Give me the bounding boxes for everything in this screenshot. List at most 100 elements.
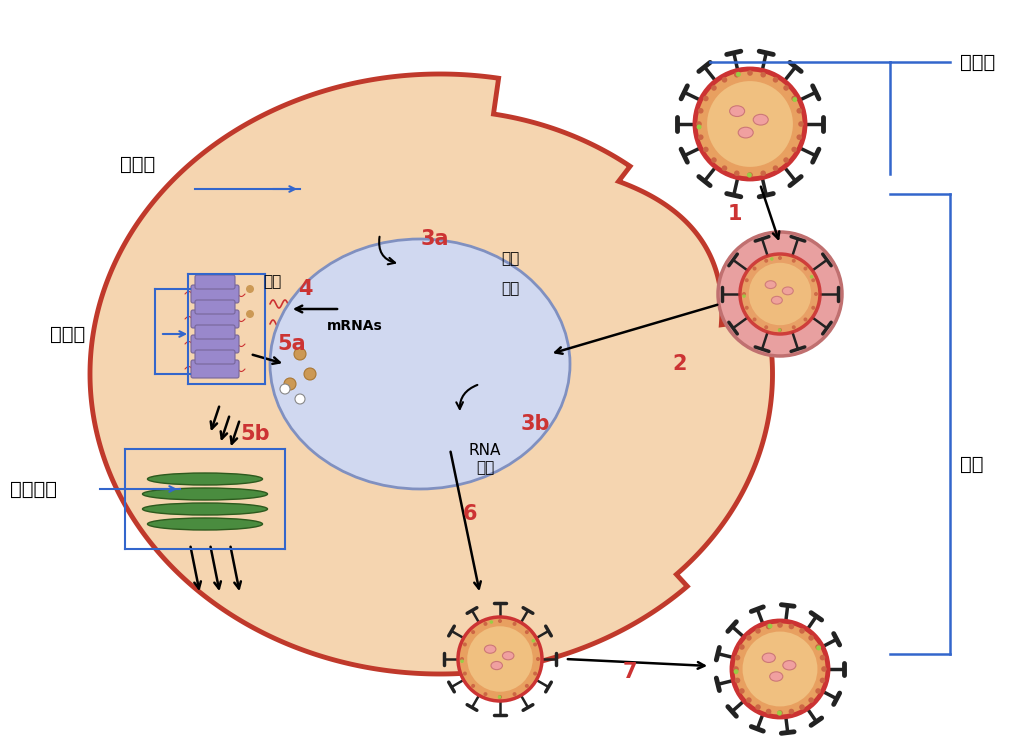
Circle shape xyxy=(791,147,797,153)
Ellipse shape xyxy=(753,115,768,125)
Circle shape xyxy=(698,108,703,114)
Circle shape xyxy=(791,96,797,101)
Circle shape xyxy=(734,72,740,77)
Circle shape xyxy=(703,96,708,101)
Ellipse shape xyxy=(142,488,268,500)
Circle shape xyxy=(735,655,740,661)
FancyBboxPatch shape xyxy=(195,350,235,364)
Text: 核糖体: 核糖体 xyxy=(50,324,85,344)
Circle shape xyxy=(498,619,502,623)
Circle shape xyxy=(821,666,827,672)
Circle shape xyxy=(525,684,529,688)
Circle shape xyxy=(778,256,782,260)
Circle shape xyxy=(735,678,740,683)
Ellipse shape xyxy=(485,645,496,653)
Circle shape xyxy=(792,97,797,102)
Text: 细胞核: 细胞核 xyxy=(120,155,155,173)
Ellipse shape xyxy=(502,652,514,660)
Text: 高尔基体: 高尔基体 xyxy=(10,479,57,498)
Circle shape xyxy=(749,263,811,325)
Circle shape xyxy=(747,173,752,178)
Circle shape xyxy=(697,124,701,129)
Text: 2: 2 xyxy=(672,354,687,374)
Circle shape xyxy=(783,157,789,163)
Ellipse shape xyxy=(763,653,775,662)
Circle shape xyxy=(703,147,708,153)
Circle shape xyxy=(746,635,751,641)
Circle shape xyxy=(722,77,728,83)
FancyBboxPatch shape xyxy=(195,325,235,339)
Circle shape xyxy=(788,623,794,629)
Ellipse shape xyxy=(783,661,795,670)
Ellipse shape xyxy=(770,672,783,682)
Circle shape xyxy=(246,285,254,293)
Circle shape xyxy=(736,72,741,77)
Circle shape xyxy=(484,692,488,696)
Circle shape xyxy=(745,278,748,282)
Circle shape xyxy=(463,672,467,676)
Circle shape xyxy=(768,623,773,629)
Circle shape xyxy=(796,108,802,114)
Circle shape xyxy=(816,645,821,650)
Circle shape xyxy=(734,170,740,176)
FancyBboxPatch shape xyxy=(195,275,235,289)
Circle shape xyxy=(246,310,254,318)
Circle shape xyxy=(525,630,529,634)
Circle shape xyxy=(783,85,789,91)
Circle shape xyxy=(820,678,825,683)
Circle shape xyxy=(778,328,782,332)
Circle shape xyxy=(472,630,476,634)
Circle shape xyxy=(820,655,825,661)
Circle shape xyxy=(739,688,745,694)
Circle shape xyxy=(796,135,802,140)
Circle shape xyxy=(777,711,783,716)
Circle shape xyxy=(742,292,746,296)
Text: 细胞: 细胞 xyxy=(960,455,984,473)
Text: mRNAs: mRNAs xyxy=(327,319,383,333)
FancyBboxPatch shape xyxy=(191,335,239,353)
Circle shape xyxy=(791,259,795,263)
Ellipse shape xyxy=(766,280,776,289)
Ellipse shape xyxy=(772,296,782,304)
Circle shape xyxy=(490,620,493,623)
Circle shape xyxy=(804,318,808,321)
Circle shape xyxy=(739,644,745,650)
Circle shape xyxy=(800,628,805,634)
Circle shape xyxy=(747,172,752,178)
Circle shape xyxy=(788,709,794,714)
Circle shape xyxy=(532,639,535,643)
Ellipse shape xyxy=(148,518,262,530)
Circle shape xyxy=(804,266,808,271)
Circle shape xyxy=(695,69,805,179)
Circle shape xyxy=(711,85,716,91)
Circle shape xyxy=(766,623,772,629)
Circle shape xyxy=(733,666,739,672)
Text: 5a: 5a xyxy=(278,334,306,354)
Circle shape xyxy=(711,157,716,163)
Text: 5b: 5b xyxy=(240,424,270,444)
Text: 1: 1 xyxy=(728,204,742,224)
Circle shape xyxy=(798,121,804,126)
Circle shape xyxy=(740,254,820,334)
Circle shape xyxy=(295,394,305,404)
Text: 4: 4 xyxy=(297,279,313,299)
Circle shape xyxy=(810,275,814,278)
Circle shape xyxy=(280,384,290,394)
Circle shape xyxy=(463,643,467,647)
Circle shape xyxy=(498,695,501,699)
Circle shape xyxy=(814,292,818,296)
FancyBboxPatch shape xyxy=(191,310,239,328)
Circle shape xyxy=(742,295,746,298)
Ellipse shape xyxy=(730,106,744,117)
Text: 转录: 转录 xyxy=(501,251,519,266)
Circle shape xyxy=(707,81,793,167)
Circle shape xyxy=(752,318,756,321)
Circle shape xyxy=(791,325,795,330)
Circle shape xyxy=(294,348,306,360)
Circle shape xyxy=(533,643,537,647)
Circle shape xyxy=(472,684,476,688)
Circle shape xyxy=(718,232,842,356)
Circle shape xyxy=(773,77,778,83)
Polygon shape xyxy=(90,74,773,674)
Text: 3a: 3a xyxy=(420,229,449,249)
